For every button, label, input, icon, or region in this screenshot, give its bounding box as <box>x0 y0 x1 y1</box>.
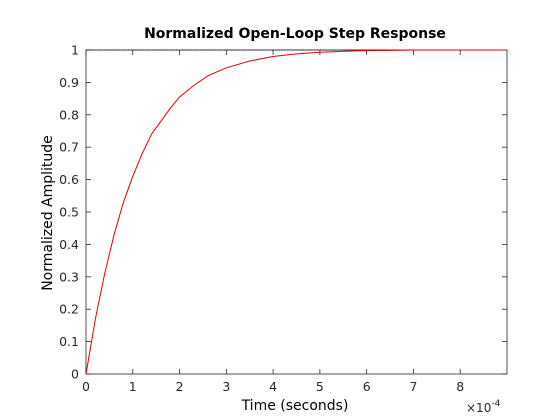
y-tick-label: 0.2 <box>59 302 79 317</box>
y-tick-label: 0 <box>71 367 79 382</box>
x-tick-label: 1 <box>129 379 137 394</box>
y-tick-label: 0.9 <box>59 75 79 90</box>
x-axis-label: Time (seconds) <box>241 398 349 414</box>
x-tick-label: 3 <box>222 379 230 394</box>
plot-area: 0 1 2 3 4 5 6 7 8 0 0.1 0.2 0.3 0.4 0.5 0.6 0.7 0.8 0.9 1 <box>59 43 508 394</box>
y-tick-label: 0.5 <box>59 205 79 220</box>
y-tick-label: 0.6 <box>59 172 79 187</box>
y-tick-label: 1 <box>71 43 79 58</box>
y-tick-label: 0.8 <box>59 107 79 122</box>
chart-title: Normalized Open-Loop Step Response <box>144 26 446 42</box>
x-multiplier-label: ×10-4 <box>466 399 501 415</box>
x-tick-label: 0 <box>82 379 90 394</box>
x-tick-label: 4 <box>269 379 277 394</box>
x-multiplier-exponent: -4 <box>491 399 500 409</box>
x-multiplier-base: ×10 <box>466 401 491 415</box>
x-tick-label: 8 <box>456 379 464 394</box>
x-tick-label: 5 <box>316 379 324 394</box>
y-tick-label: 0.7 <box>59 140 79 155</box>
x-tick-label: 6 <box>363 379 371 394</box>
y-axis-label: Normalized Amplitude <box>40 135 56 291</box>
y-tick-label: 0.3 <box>59 269 79 284</box>
y-tick-label: 0.4 <box>59 237 79 252</box>
step-response-line <box>85 49 507 375</box>
x-tick-label: 7 <box>409 379 417 394</box>
x-tick-label: 2 <box>176 379 184 394</box>
y-tick-label: 0.1 <box>59 334 79 349</box>
